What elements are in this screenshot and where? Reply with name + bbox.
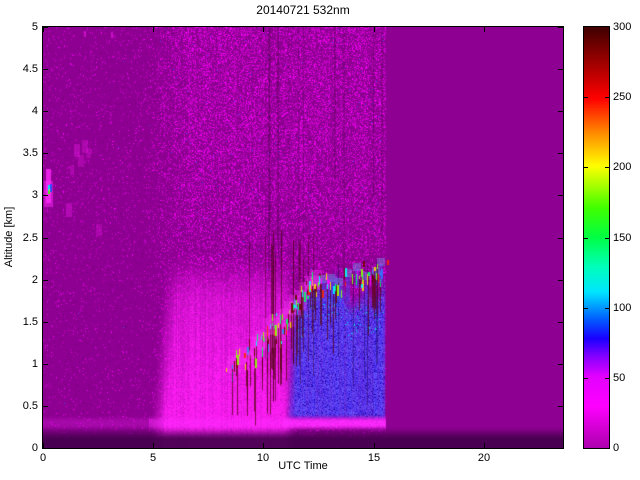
y-tick [43,322,48,323]
x-tick [43,443,44,448]
x-tick-top [484,27,485,32]
plot-title: 20140721 532nm [256,3,350,17]
colorbar-tick-right [605,308,609,309]
y-tick-right [558,448,563,449]
colorbar-tick-right [605,378,609,379]
y-tick-label: 2 [31,274,38,286]
y-tick [43,195,48,196]
x-tick [153,443,154,448]
y-tick [43,364,48,365]
x-tick-label: 0 [39,452,47,464]
y-tick [43,69,48,70]
y-tick [43,280,48,281]
x-tick-top [43,27,44,32]
colorbar-tick-label: 200 [613,161,632,173]
heatmap-canvas [43,27,563,448]
y-tick [43,406,48,407]
y-tick-label: 3.5 [22,147,38,159]
y-tick-right [558,69,563,70]
colorbar-tick-right [605,238,609,239]
y-tick [43,27,48,28]
colorbar-tick-label: 0 [613,442,620,454]
y-tick-label: 4 [31,105,38,117]
colorbar-tick [584,378,588,379]
y-tick-right [558,195,563,196]
y-tick-label: 3 [31,189,38,201]
y-tick-label: 2.5 [22,232,38,244]
y-tick [43,238,48,239]
colorbar-tick [584,167,588,168]
colorbar-canvas [584,27,609,448]
y-tick-right [558,238,563,239]
y-tick-right [558,364,563,365]
y-tick-label: 5 [31,21,38,33]
y-tick [43,111,48,112]
colorbar-tick-right [605,167,609,168]
y-tick [43,153,48,154]
colorbar-tick-right [605,97,609,98]
y-tick-right [558,322,563,323]
y-tick-label: 1.5 [22,316,38,328]
colorbar-tick-label: 150 [613,232,632,244]
colorbar-tick [584,97,588,98]
y-tick-label: 4.5 [22,63,38,75]
plot-area [42,26,564,449]
colorbar-tick [584,308,588,309]
x-tick-label: 10 [256,452,270,464]
x-tick-label: 15 [367,452,381,464]
x-tick [484,443,485,448]
y-tick-label: 0.5 [22,400,38,412]
y-tick-label: 1 [31,358,38,370]
x-tick [374,443,375,448]
x-tick-top [374,27,375,32]
colorbar-tick-label: 100 [613,302,632,314]
y-tick-right [558,280,563,281]
x-tick-top [153,27,154,32]
colorbar-tick [584,238,588,239]
y-tick-right [558,406,563,407]
y-tick-label: 0 [31,442,38,454]
x-tick-top [263,27,264,32]
colorbar-tick-label: 250 [613,91,632,103]
y-tick-right [558,111,563,112]
colorbar [583,26,610,449]
x-axis-label: UTC Time [278,460,328,472]
colorbar-tick-label: 300 [613,21,632,33]
y-tick-right [558,153,563,154]
y-tick-right [558,27,563,28]
x-tick [263,443,264,448]
x-tick-label: 5 [149,452,157,464]
x-tick-label: 20 [477,452,491,464]
colorbar-tick-label: 50 [613,372,626,384]
y-tick [43,448,48,449]
